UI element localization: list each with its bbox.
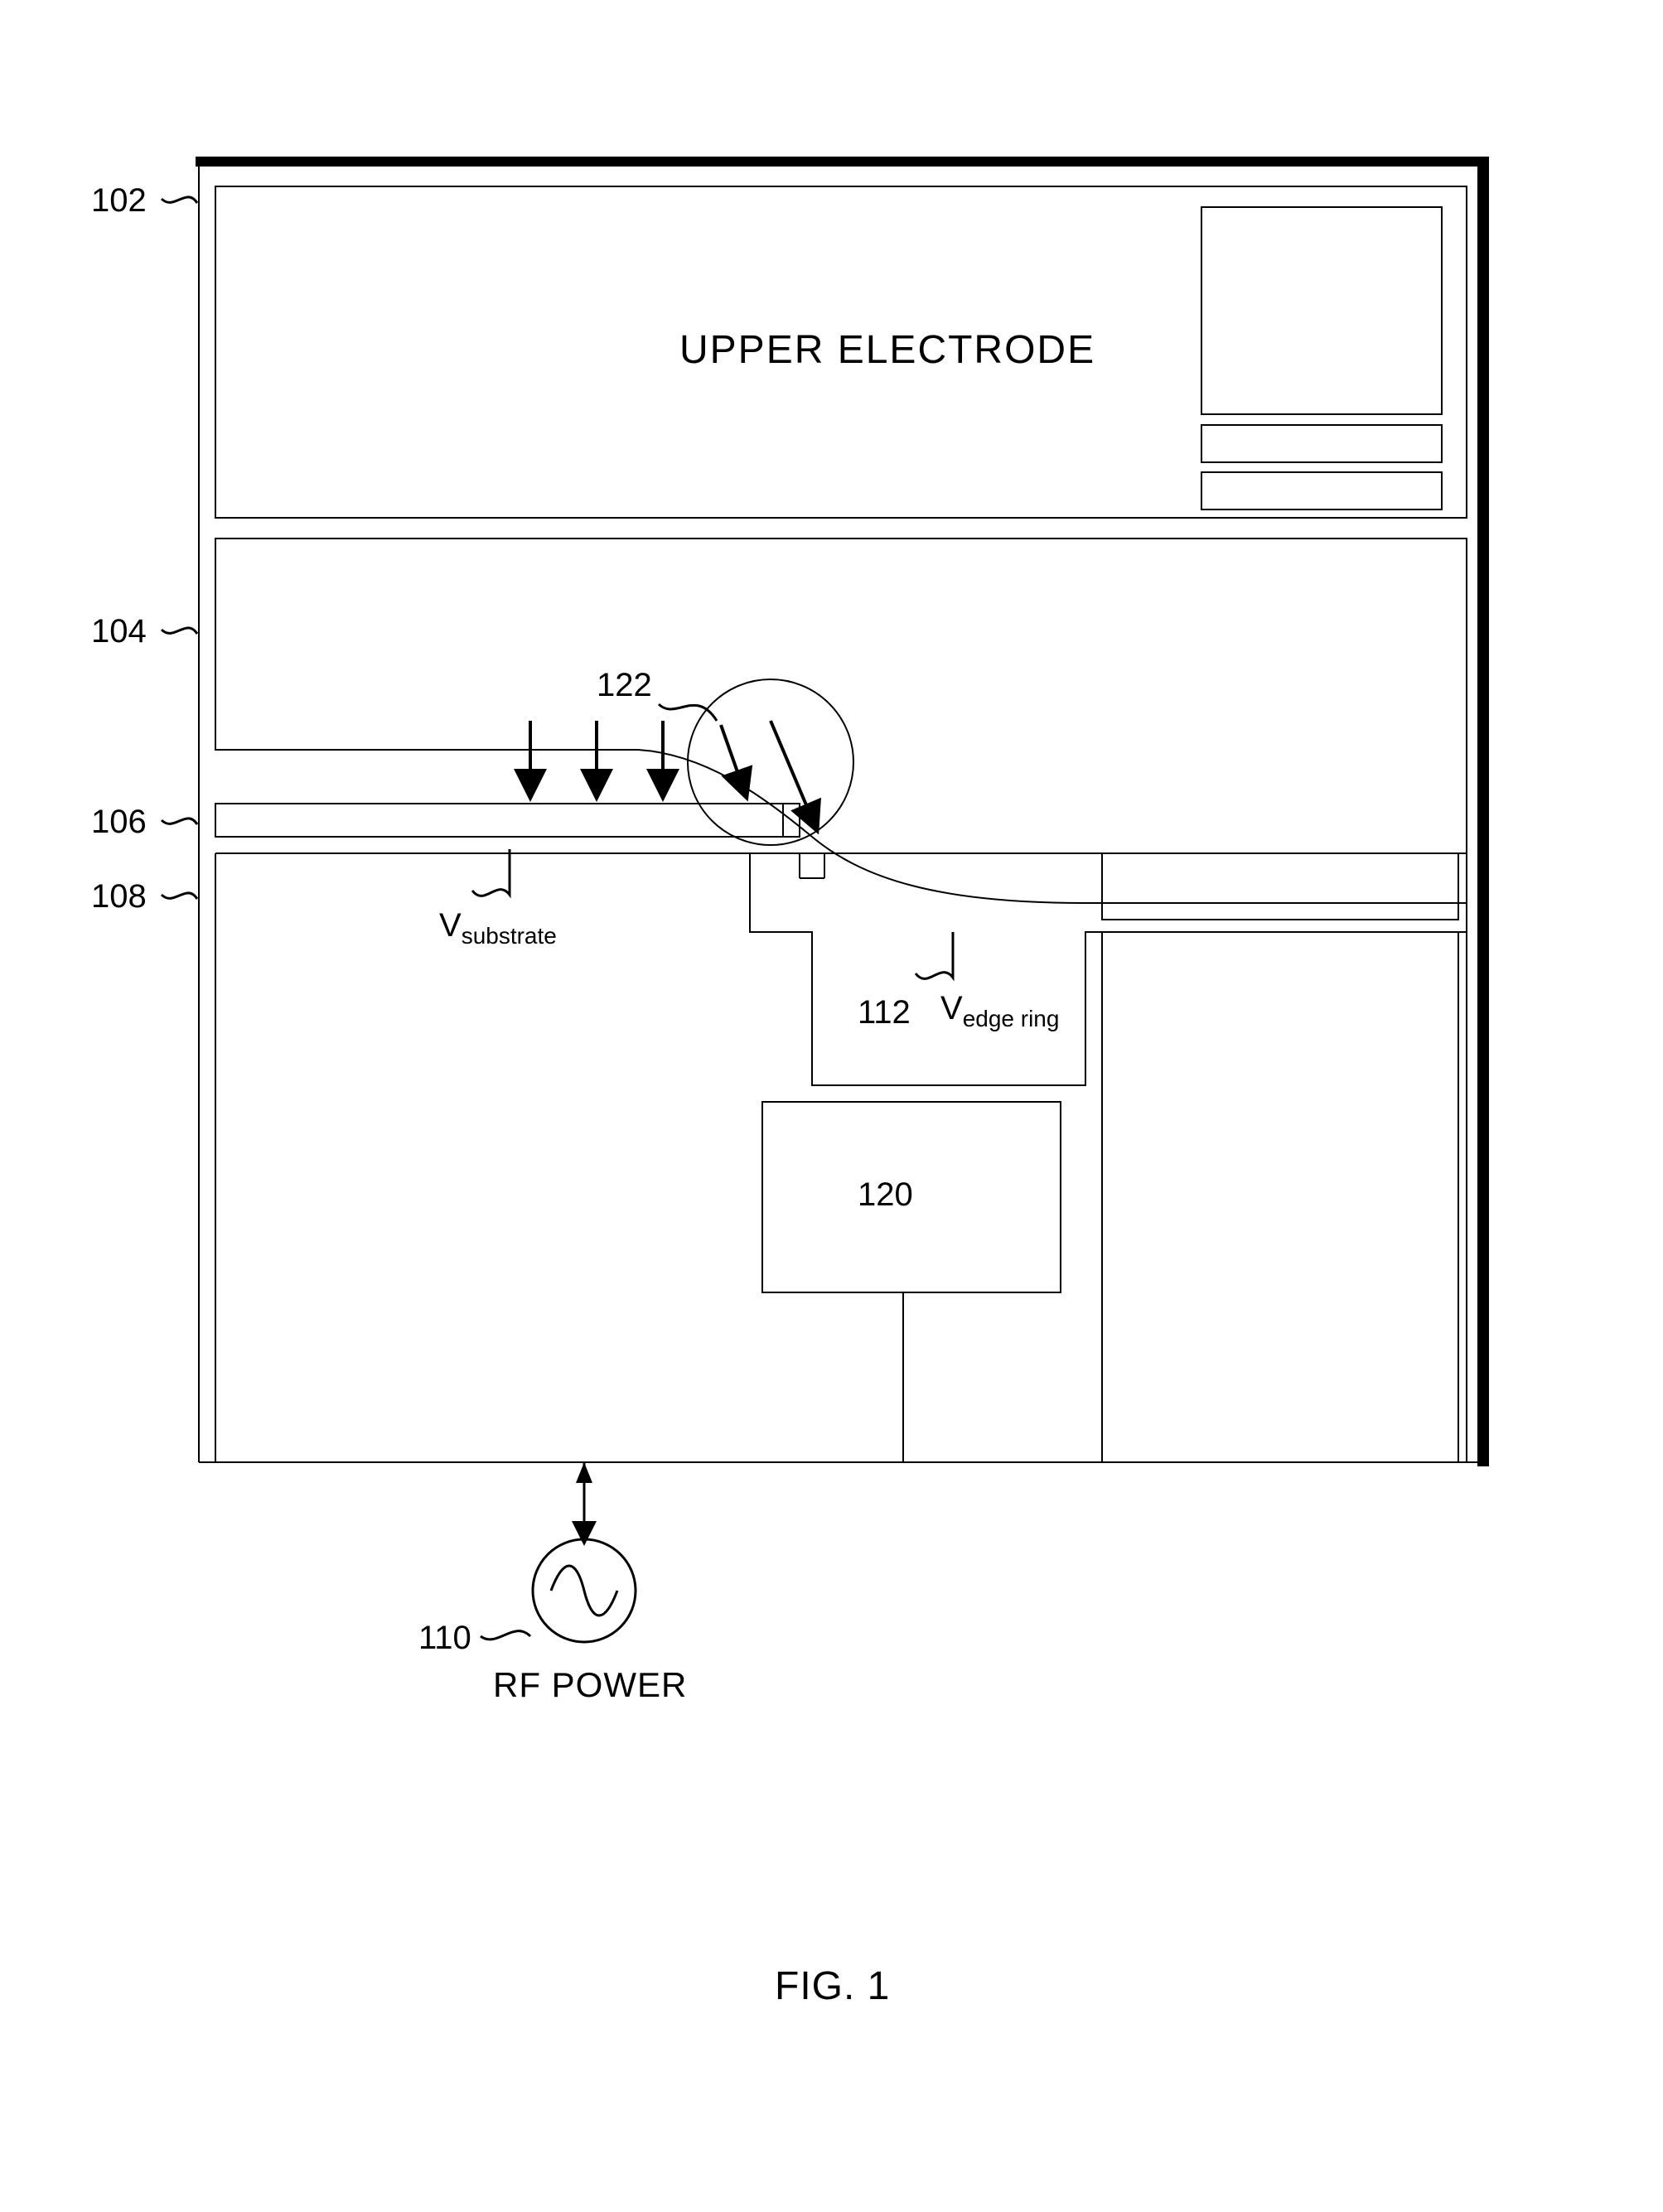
plasma-sheath bbox=[215, 539, 1467, 903]
v-edge-ring-label: Vedge ring bbox=[940, 990, 1059, 1032]
ref-102: 102 bbox=[91, 182, 147, 220]
diagram-container: UPPER ELECTRODE 102 104 106 108 110 122 … bbox=[0, 0, 1663, 2212]
chuck-lower bbox=[215, 853, 1467, 1462]
ref-110: 110 bbox=[418, 1620, 471, 1657]
ref-122: 122 bbox=[597, 667, 652, 704]
ref-104: 104 bbox=[91, 613, 147, 650]
v-substrate-label: Vsubstrate bbox=[439, 907, 557, 949]
ref-108: 108 bbox=[91, 878, 147, 915]
figure-label: FIG. 1 bbox=[775, 1963, 890, 2009]
callout-circle-122 bbox=[688, 679, 853, 845]
block-120 bbox=[762, 1102, 1061, 1462]
chuck-upper bbox=[215, 853, 1467, 1462]
ref-112: 112 bbox=[858, 994, 911, 1031]
rf-source bbox=[533, 1462, 636, 1642]
rf-power-label: RF POWER bbox=[493, 1665, 687, 1705]
reference-leaders bbox=[162, 197, 953, 1640]
ion-arrows bbox=[530, 721, 816, 828]
ref-120: 120 bbox=[858, 1176, 913, 1214]
ref-106: 106 bbox=[91, 804, 147, 841]
upper-electrode-label: UPPER ELECTRODE bbox=[679, 327, 1095, 373]
